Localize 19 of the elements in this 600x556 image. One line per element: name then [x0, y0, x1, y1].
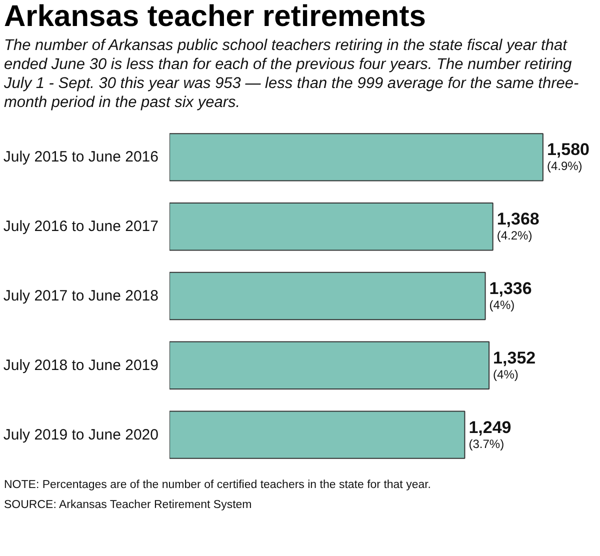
- data-label: 1,336 (4%): [489, 279, 532, 312]
- bar: [170, 410, 466, 460]
- bar: [170, 341, 490, 390]
- y-tick-label: July 2019 to June 2020: [3, 426, 159, 444]
- y-tick-label: July 2018 to June 2019: [3, 357, 159, 374]
- text: NOTE: Percentages are of the number of certified teachers in the state for that year.: [4, 478, 431, 494]
- data-label: 1,249 (3.7%): [468, 418, 512, 451]
- data-label: 1,368 (4.2%): [496, 210, 540, 243]
- y-tick-label: July 2016 to June 2017: [3, 218, 159, 236]
- bar: [170, 202, 494, 251]
- data-label: 1,580 (4.9%): [546, 140, 590, 174]
- bar: [170, 272, 486, 320]
- y-tick-label: July 2017 to June 2018: [3, 288, 159, 305]
- source-note: SOURCE: Arkansas Teacher Retirement System: [4, 498, 252, 514]
- y-tick-label: July 2015 to June 2016: [3, 148, 159, 166]
- chart-title: Arkansas teacher retirements: [4, 0, 426, 34]
- data-label: 1,352 (4%): [493, 348, 536, 382]
- bar: [170, 133, 544, 182]
- chart-subtitle: The number of Arkansas public school teachers retiring in the state fiscal year that ended June 30 is less than for each of the previous four years. The number retiring July 1 - Sept. 30 this year was 953 — less than the 999 average for the same three-month period in the past six years.: [4, 36, 580, 112]
